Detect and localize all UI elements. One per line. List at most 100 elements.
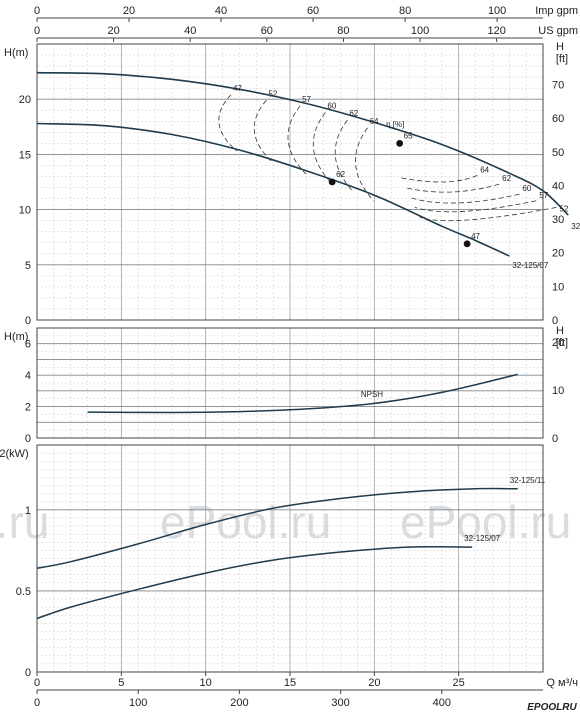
head-ytick: 0 xyxy=(25,315,31,327)
q-lmin-tick-label: 200 xyxy=(230,697,248,709)
efficiency-isoline xyxy=(253,100,273,163)
us-gpm-tick-label: 40 xyxy=(184,25,196,37)
efficiency-label: 64 xyxy=(370,117,379,126)
head-curve-label: 32-125/07 xyxy=(512,261,549,270)
efficiency-label: 62 xyxy=(502,174,511,183)
efficiency-isoline xyxy=(313,112,332,184)
head-ytick-ft: 50 xyxy=(552,147,564,159)
head-curve-label: 32-125/11 xyxy=(571,222,580,231)
head-curve-32-125/11 xyxy=(36,71,569,216)
us-gpm-label: US gpm xyxy=(538,25,578,37)
us-gpm-tick-label: 0 xyxy=(34,25,40,37)
efficiency-label: 60 xyxy=(522,184,531,193)
npsh-ytick-ft: 10 xyxy=(552,385,564,397)
efficiency-point xyxy=(396,139,404,147)
efficiency-point xyxy=(328,178,336,186)
imp-gpm-tick-label: 80 xyxy=(399,5,411,17)
efficiency-isoline xyxy=(404,183,500,193)
head-ytick: 15 xyxy=(19,149,31,161)
efficiency-isoline xyxy=(334,119,354,193)
npsh-ytick: 2 xyxy=(25,402,31,414)
imp-gpm-tick-label: 100 xyxy=(488,5,506,17)
efficiency-label: 52 xyxy=(559,204,568,213)
head-ytick-ft: 20 xyxy=(552,248,564,260)
head-ylabel-ft-unit: [ft] xyxy=(556,53,568,65)
imp-gpm-tick-label: 60 xyxy=(307,5,319,17)
us-gpm-tick-label: 100 xyxy=(411,25,429,37)
imp-gpm-tick-label: 0 xyxy=(34,5,40,17)
eta-label: η [%] xyxy=(386,120,404,129)
epool-logo: EPOOLRU xyxy=(526,699,578,713)
q-m3h-tick-label: 15 xyxy=(284,677,296,689)
power-curve-label: 32-125/07 xyxy=(464,534,501,543)
us-gpm-tick-label: 20 xyxy=(107,25,119,37)
power-ylabel: P2(kW) xyxy=(0,448,29,460)
q-lmin-tick-label: 400 xyxy=(433,697,451,709)
watermark-text: ePool.ru xyxy=(160,496,331,548)
head-ytick-ft: 10 xyxy=(552,281,564,293)
npsh-ylabel: H(m) xyxy=(4,331,28,343)
npsh-ylabel-ft: H xyxy=(556,325,564,337)
head-ytick-ft: 70 xyxy=(552,79,564,91)
power-curve-32-125/11 xyxy=(36,487,518,569)
efficiency-isoline xyxy=(355,127,374,202)
efficiency-isoline xyxy=(218,94,238,152)
efficiency-point-label: 62 xyxy=(336,170,345,179)
efficiency-label: 62 xyxy=(349,109,358,118)
npsh-curve-label: NPSH xyxy=(361,390,383,399)
head-ytick-ft: 30 xyxy=(552,214,564,226)
imp-gpm-tick-label: 20 xyxy=(123,5,135,17)
power-ytick: 0 xyxy=(25,667,31,679)
panel-grid-2 xyxy=(36,327,544,439)
efficiency-label: 64 xyxy=(480,165,489,174)
efficiency-label: 52 xyxy=(268,89,277,98)
head-curve-32-125/07 xyxy=(36,122,510,257)
efficiency-point-label: 65 xyxy=(404,131,413,140)
watermark-text: ol.ru xyxy=(0,496,49,548)
npsh-ytick: 6 xyxy=(25,339,31,351)
npsh-ytick: 4 xyxy=(25,370,31,382)
efficiency-point-label: 47 xyxy=(471,232,480,241)
head-ytick: 10 xyxy=(19,205,31,217)
head-ytick: 5 xyxy=(25,260,31,272)
us-gpm-tick-label: 80 xyxy=(337,25,349,37)
head-ytick-ft: 40 xyxy=(552,180,564,192)
imp-gpm-label: Imp gpm xyxy=(535,5,578,17)
npsh-ytick-ft: 0 xyxy=(552,433,558,445)
power-curve-label: 32-125/11 xyxy=(510,476,546,485)
panel-frame xyxy=(36,327,544,439)
efficiency-isoline xyxy=(399,175,478,183)
efficiency-isoline xyxy=(287,105,307,175)
head-ytick-ft: 60 xyxy=(552,113,564,125)
panel-frame xyxy=(36,43,544,321)
power-ytick: 0.5 xyxy=(16,586,31,598)
head-ylabel-ft: H xyxy=(556,41,564,53)
q-m3h-tick-label: 10 xyxy=(200,677,212,689)
q-lmin-tick-label: 300 xyxy=(331,697,349,709)
q-lmin-tick-label: 100 xyxy=(129,697,147,709)
npsh-ytick-ft: 20 xyxy=(552,337,564,349)
head-ylabel: H(m) xyxy=(4,47,28,59)
npsh-ytick: 0 xyxy=(25,433,31,445)
us-gpm-tick-label: 60 xyxy=(261,25,273,37)
efficiency-label: 57 xyxy=(302,95,311,104)
efficiency-point xyxy=(463,240,471,248)
power-curve-32-125/07 xyxy=(36,545,473,620)
us-gpm-tick-label: 120 xyxy=(487,25,505,37)
q-lmin-tick-label: 0 xyxy=(34,697,40,709)
logo-text: EPOOLRU xyxy=(527,702,577,713)
head-ytick: 20 xyxy=(19,94,31,106)
efficiency-label: 57 xyxy=(539,191,548,200)
efficiency-isoline xyxy=(414,200,537,213)
efficiency-label: 60 xyxy=(327,101,336,110)
panel-grid-1 xyxy=(36,43,544,321)
head-ytick-ft: 0 xyxy=(552,315,558,327)
q-m3h-tick-label: 25 xyxy=(453,677,465,689)
npsh-curve xyxy=(87,373,518,414)
q-m3h-tick-label: 5 xyxy=(118,677,124,689)
imp-gpm-tick-label: 40 xyxy=(215,5,227,17)
q-m3h-tick-label: 0 xyxy=(34,677,40,689)
npsh-ylabel-ft-unit: [ft] xyxy=(556,337,568,349)
panel-grid-3 xyxy=(36,444,544,673)
